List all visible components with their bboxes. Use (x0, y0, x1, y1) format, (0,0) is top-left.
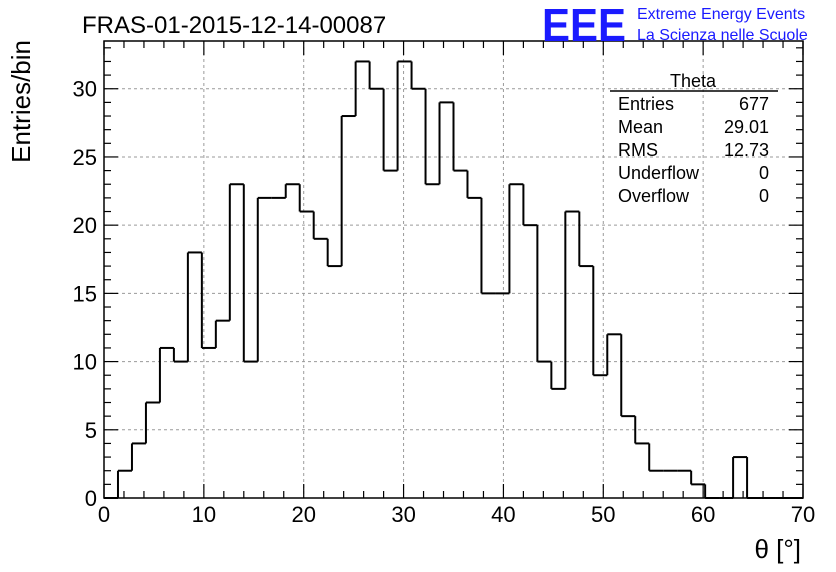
y-tick-label-1: 5 (85, 418, 97, 443)
stats-label-4: Overflow (618, 186, 690, 206)
stats-label-3: Underflow (618, 163, 700, 183)
y-tick-labels: 0 5 10 15 20 25 30 (73, 77, 97, 511)
y-tick-label-3: 15 (73, 281, 97, 306)
x-tick-label-6: 60 (691, 502, 715, 527)
stats-label-1: Mean (618, 117, 663, 137)
x-axis-title: θ [°] (754, 534, 801, 564)
stats-rows: Entries 677 Mean 29.01 RMS 12.73 Underflow 0 Ove… (618, 94, 769, 206)
stats-value-1: 29.01 (724, 117, 769, 137)
stats-value-3: 0 (759, 163, 769, 183)
y-tick-label-2: 10 (73, 350, 97, 375)
x-tick-labels: 0 10 20 30 40 50 60 70 (98, 502, 815, 527)
y-tick-label-0: 0 (85, 486, 97, 511)
x-tick-label-3: 30 (391, 502, 415, 527)
stats-box-title: Theta (670, 71, 717, 91)
x-tick-label-4: 40 (491, 502, 515, 527)
y-axis-title: Entries/bin (6, 40, 36, 163)
brand-line-2: La Scienza nelle Scuole (637, 27, 808, 44)
stats-value-4: 0 (759, 186, 769, 206)
x-tick-label-7: 70 (791, 502, 815, 527)
stats-value-2: 12.73 (724, 140, 769, 160)
brand-line-1: Extreme Energy Events (637, 6, 805, 23)
stats-label-0: Entries (618, 94, 674, 114)
y-tick-label-4: 20 (73, 213, 97, 238)
y-tick-label-5: 25 (73, 145, 97, 170)
x-tick-label-0: 0 (98, 502, 110, 527)
axis-ticks (103, 41, 804, 499)
stats-value-0: 677 (739, 94, 769, 114)
x-tick-label-1: 10 (192, 502, 216, 527)
chart-title: FRAS-01-2015-12-14-00087 (82, 12, 386, 39)
brand-block: EEE Extreme Energy Events La Scienza nel… (542, 0, 808, 51)
stats-box: Theta Entries 677 Mean 29.01 RMS 12.73 Underfl… (610, 71, 778, 206)
x-tick-label-2: 20 (291, 502, 315, 527)
x-tick-label-5: 50 (591, 502, 615, 527)
plot-frame (103, 40, 804, 499)
brand-logo: EEE (542, 0, 626, 51)
stats-label-2: RMS (618, 140, 658, 160)
histogram-bars (104, 60, 803, 499)
y-tick-label-6: 30 (73, 77, 97, 102)
